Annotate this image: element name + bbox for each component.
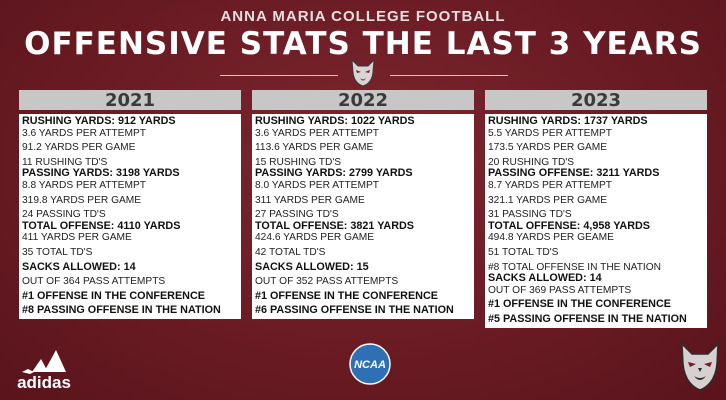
stats-panel: RUSHING YARDS: 1022 YARDS 3.6 YARDS PER A… [252,114,474,319]
stat-detail: 91.2 YARDS PER GAME [22,142,136,154]
stat-detail: 20 RUSHING TD'S [488,156,575,168]
stat-detail: 494.8 YARDS PER GEAME [488,232,614,244]
stat-detail: 411 YARDS PER GAME [22,232,132,244]
stats-panel: RUSHING YARDS: 912 YARDS 3.6 YARDS PER AT… [19,114,241,319]
title-divider-right [390,75,508,76]
stat-heading: TOTAL OFFENSE: 3821 YARDS [255,219,415,232]
stats-card-2023: 2023 RUSHING YARDS: 1737 YARDS 5.5 YARDS … [485,90,707,328]
stat-heading: #6 PASSING OFFENSE IN THE NATION [255,304,454,317]
stat-heading: SACKS ALLOWED: 14 [22,260,136,273]
stats-panel: RUSHING YARDS: 1737 YARDS 5.5 YARDS PER A… [485,114,707,328]
stat-detail: OUT OF 364 PASS ATTEMPTS [22,276,166,288]
stat-heading: PASSING OFFENSE: 3211 YARDS [488,167,660,180]
year-label: 2021 [19,90,241,111]
stat-detail: 51 TOTAL TD'S [488,246,559,258]
adidas-logo: adidas [17,350,71,392]
svg-text:adidas: adidas [17,373,71,392]
stat-heading: #1 OFFENSE IN THE CONFERENCE [488,298,671,311]
title-divider-left [220,75,338,76]
stat-detail: 11 RUSHING TD'S [22,156,108,168]
stat-heading: PASSING YARDS: 3198 YARDS [22,167,180,180]
stats-card-2021: 2021 RUSHING YARDS: 912 YARDS 3.6 YARDS P… [19,90,241,319]
stat-detail: 31 PASSING TD'S [488,209,572,221]
stat-heading: SACKS ALLOWED: 14 [488,272,602,285]
stat-heading: RUSHING YARDS: 1022 YARDS [255,115,415,127]
stat-heading: #1 OFFENSE IN THE CONFERENCE [255,289,438,302]
svg-text:NCAA: NCAA [354,359,386,371]
stat-detail: 27 PASSING TD'S [255,209,339,221]
stat-detail: 424.6 YARDS PER GAME [255,232,375,244]
stat-detail: #8 TOTAL OFFENSE IN THE NATION [488,261,662,273]
stat-heading: SACKS ALLOWED: 15 [255,260,369,273]
stat-detail: 24 PASSING TD'S [22,209,106,221]
stat-detail: OUT OF 369 PASS ATTEMPTS [488,284,632,296]
stat-detail: 42 TOTAL TD'S [255,246,326,258]
stat-detail: 173.5 YARDS PER GAME [488,142,608,154]
stat-detail: 8.8 YARDS PER ATTEMPT [22,179,146,191]
year-label: 2023 [485,90,707,111]
stat-heading: RUSHING YARDS: 1737 YARDS [488,115,648,127]
amcats-mascot-icon [351,58,375,87]
stat-detail: 35 TOTAL TD'S [22,246,93,258]
stats-card-2022: 2022 RUSHING YARDS: 1022 YARDS 3.6 YARDS … [252,90,474,319]
stat-detail: 3.6 YARDS PER ATTEMPT [255,127,379,139]
ncaa-logo: NCAA [349,343,391,385]
stat-heading: #8 PASSING OFFENSE IN THE NATION [22,304,221,317]
stat-detail: 319.8 YARDS PER GAME [22,194,142,206]
stat-heading: #1 OFFENSE IN THE CONFERENCE [22,289,205,302]
college-name: ANNA MARIA COLLEGE FOOTBALL [220,8,506,25]
stat-detail: 15 RUSHING TD'S [255,156,342,168]
stat-detail: 311 YARDS PER GAME [255,194,365,206]
stat-heading: #5 PASSING OFFENSE IN THE NATION [488,312,687,325]
stat-detail: 3.6 YARDS PER ATTEMPT [22,127,146,139]
stat-heading: RUSHING YARDS: 912 YARDS [22,115,176,127]
year-label: 2022 [252,90,474,111]
stat-detail: 8.0 YARDS PER ATTEMPT [255,179,379,191]
stat-detail: OUT OF 352 PASS ATTEMPTS [255,276,399,288]
stat-heading: PASSING YARDS: 2799 YARDS [255,167,413,180]
stat-detail: 8.7 YARDS PER ATTEMPT [488,179,612,191]
stat-detail: 113.6 YARDS PER GAME [255,142,374,154]
wolf-mascot-logo [681,342,719,391]
page-title: OFFENSIVE STATS THE LAST 3 YEARS [24,26,702,62]
stat-heading: TOTAL OFFENSE: 4,958 YARDS [488,219,651,232]
stat-detail: 321.1 YARDS PER GAME [488,194,608,206]
stat-detail: 5.5 YARDS PER ATTEMPT [488,127,612,139]
stat-heading: TOTAL OFFENSE: 4110 YARDS [22,219,181,232]
